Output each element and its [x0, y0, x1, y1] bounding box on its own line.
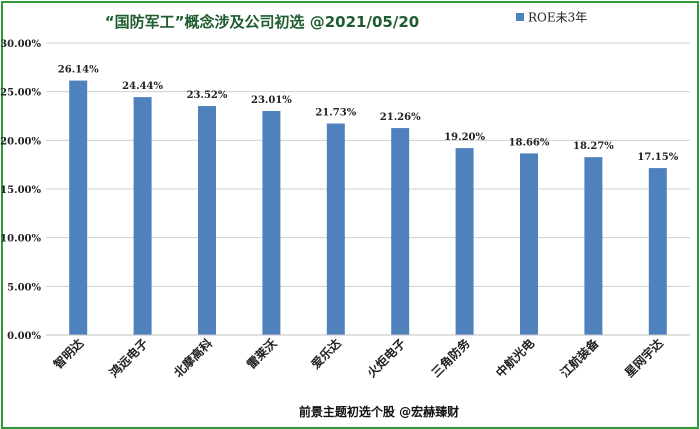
x-tick-label: 中航光电 — [493, 336, 538, 381]
bar — [648, 168, 667, 335]
legend-swatch — [516, 13, 524, 21]
y-tick-label: 20.00% — [0, 136, 41, 147]
bar-value-label: 21.26% — [380, 112, 421, 123]
x-tick-label: 智明达 — [50, 336, 87, 373]
bar — [326, 123, 345, 336]
x-tick-label: 爱乐达 — [308, 336, 344, 372]
bar — [198, 106, 216, 336]
bar-value-labels: 26.14% 24.44% 23.52% 23.01% 21.73% 21.26% 19.2… — [58, 65, 679, 164]
bar — [455, 148, 474, 335]
y-tick-label: 0.00% — [7, 331, 41, 342]
x-tick-label: 三角防务 — [428, 335, 473, 380]
bar-value-label: 26.14% — [58, 65, 99, 76]
bars — [69, 80, 667, 336]
y-tick-label: 25.00% — [0, 88, 41, 99]
bar — [133, 97, 152, 335]
bar-value-label: 18.66% — [509, 137, 550, 148]
x-tick-label: 火炬电子 — [364, 336, 409, 381]
bar-value-label: 23.01% — [251, 95, 292, 106]
y-gridlines — [46, 42, 690, 287]
y-tick-label: 10.00% — [0, 234, 41, 245]
y-tick-label: 5.00% — [7, 282, 41, 293]
bar-value-label: 23.52% — [187, 90, 228, 101]
x-axis-tick-labels: 智明达 鸿远电子 北摩高科 雷莱沃 爱乐达 火炬电子 三角防务 中航光电 江航装备 星网宇达 — [50, 335, 666, 380]
y-tick-label: 30.00% — [0, 39, 41, 50]
bar-value-label: 17.15% — [637, 152, 678, 163]
bar-value-label: 21.73% — [315, 107, 356, 118]
y-tick-label: 15.00% — [0, 185, 41, 196]
bar-value-label: 19.20% — [444, 132, 485, 143]
x-tick-label: 北摩高科 — [171, 336, 216, 381]
y-axis-tick-labels: 0.00% 5.00% 10.00% 15.00% 20.00% 25.00% 30.00% — [0, 39, 41, 342]
bar — [262, 111, 281, 335]
bar — [391, 128, 410, 335]
bar-value-label: 24.44% — [122, 81, 163, 92]
x-tick-label: 雷莱沃 — [243, 336, 279, 372]
bar — [520, 153, 538, 335]
legend-label: ROE未3年 — [528, 11, 587, 25]
x-tick-label: 星网宇达 — [621, 336, 666, 381]
chart-footer: 前景主题初选个股 @宏赫臻财 — [299, 404, 459, 419]
bar — [69, 80, 88, 335]
bar — [584, 157, 603, 335]
bar-value-label: 18.27% — [573, 141, 614, 152]
x-tick-label: 江航装备 — [557, 335, 602, 380]
chart-title: “国防军工”概念涉及公司初选 @2021/05/20 — [105, 13, 419, 31]
x-tick-label: 鸿远电子 — [106, 336, 151, 381]
